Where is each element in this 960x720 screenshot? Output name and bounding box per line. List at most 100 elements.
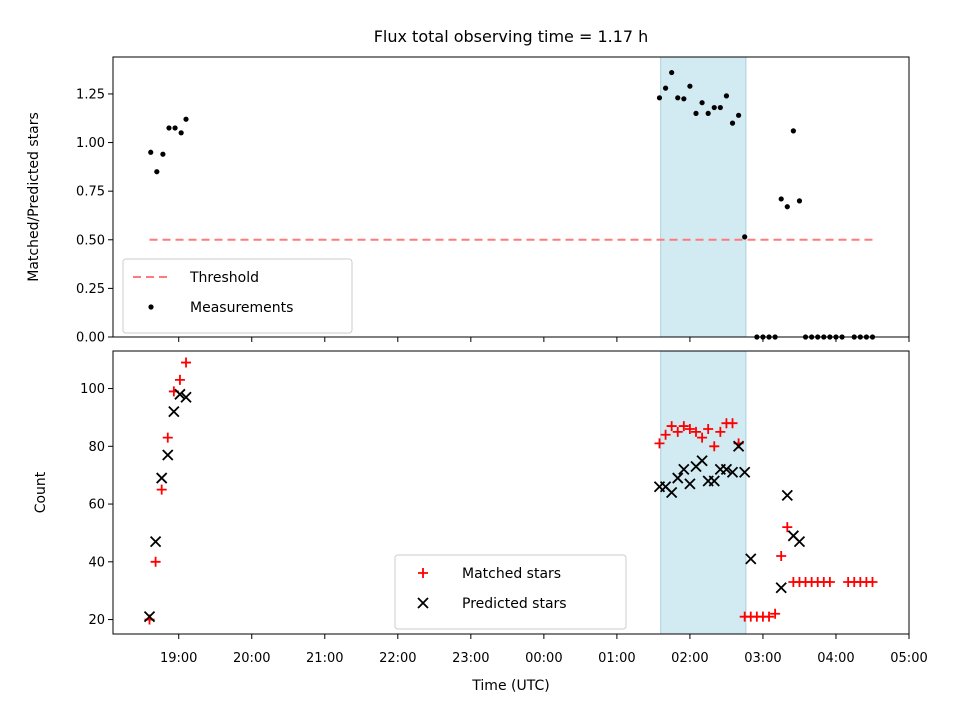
x-tick-label: 20:00 (233, 651, 270, 666)
data-point (705, 110, 711, 116)
legend: Matched stars Predicted stars (394, 554, 627, 630)
data-point (162, 449, 174, 461)
data-point (697, 432, 708, 443)
y-tick-label: 40 (88, 555, 105, 570)
shaded-interval (660, 56, 747, 338)
data-point (156, 472, 168, 484)
data-point (691, 426, 702, 437)
data-point (782, 522, 793, 533)
y-tick-label: 0.75 (76, 185, 105, 200)
legend-marker (148, 304, 154, 310)
data-point (717, 104, 723, 111)
data-point (148, 149, 154, 155)
data-point (824, 577, 835, 588)
x-tick-label: 00:00 (525, 651, 562, 666)
legend-label: Predicted stars (462, 596, 567, 612)
data-point (796, 198, 803, 204)
x-tick-label: 22:00 (379, 651, 416, 666)
y-axis-label: Count (33, 471, 49, 513)
data-point (666, 421, 677, 432)
y-tick-label: 60 (88, 498, 105, 513)
series-predicted-stars (143, 388, 806, 623)
x-tick-label: 21:00 (306, 651, 343, 666)
data-point (739, 466, 751, 478)
data-point (162, 432, 173, 443)
data-point (732, 440, 745, 452)
data-point (745, 553, 757, 565)
data-point (726, 466, 739, 478)
data-point (672, 426, 683, 437)
data-point (180, 391, 192, 403)
data-point (150, 556, 161, 567)
data-point (672, 472, 684, 484)
data-point (166, 125, 172, 131)
data-point (669, 69, 675, 76)
data-point (764, 611, 775, 622)
plot-frame (112, 56, 910, 338)
legend-box (122, 258, 353, 334)
data-point (183, 116, 189, 122)
plot-frame (112, 350, 910, 635)
y-tick-label: 100 (80, 382, 105, 397)
data-point (172, 125, 178, 131)
data-point (160, 151, 166, 157)
data-point (696, 455, 708, 467)
x-tick-label: 19:00 (160, 651, 197, 666)
data-point (662, 85, 669, 91)
data-point (793, 535, 806, 548)
data-point (178, 130, 184, 136)
data-point (181, 357, 192, 368)
y-tick-label: 0.25 (76, 282, 105, 297)
data-point (656, 95, 663, 101)
count-panel: 20 40 60 80 100 19:00 20:00 21:00 22:00 23:00 00:0… (33, 350, 928, 666)
data-point (154, 169, 160, 175)
data-point (666, 486, 678, 499)
data-point (770, 608, 781, 619)
series-matched-stars (144, 357, 878, 625)
data-point (715, 426, 726, 437)
x-tick-label: 03:00 (744, 651, 781, 666)
data-point (678, 463, 690, 476)
x-tick-label: 01:00 (598, 651, 635, 666)
legend-marker (417, 597, 429, 609)
data-point (790, 128, 796, 134)
x-tick-label: 04:00 (817, 651, 854, 666)
data-point (775, 582, 787, 594)
legend: Threshold Measurements (122, 258, 353, 334)
legend-label: Matched stars (462, 566, 561, 582)
data-point (174, 388, 186, 400)
y-tick-label: 1.25 (76, 87, 105, 102)
x-tick-label: 23:00 (452, 651, 489, 666)
data-point (143, 611, 156, 623)
y-tick-label: 0.50 (76, 233, 105, 248)
y-tick-label: 0.00 (76, 331, 105, 346)
data-point (867, 577, 878, 588)
data-point (168, 406, 180, 418)
data-point (711, 104, 717, 111)
y-tick-label: 1.00 (76, 136, 105, 151)
data-point (778, 196, 784, 202)
data-point (720, 463, 733, 476)
y-tick-label: 80 (88, 440, 105, 455)
x-axis-label: Time (UTC) (471, 678, 549, 694)
data-point (703, 423, 714, 434)
data-point (660, 429, 671, 440)
data-point (681, 96, 687, 102)
chart-title: Flux total observing time = 1.17 h (374, 27, 649, 46)
data-point (776, 551, 787, 562)
x-tick-label: 05:00 (890, 651, 927, 666)
y-tick-label: 20 (88, 613, 105, 628)
data-point (684, 478, 696, 490)
data-point (654, 438, 665, 449)
data-point (723, 93, 730, 99)
data-point (708, 475, 720, 487)
data-point (742, 234, 748, 240)
legend-box (394, 554, 627, 630)
data-point (156, 484, 167, 495)
data-point (675, 95, 681, 101)
data-point (784, 204, 790, 210)
data-point (729, 120, 736, 126)
data-point (149, 535, 162, 548)
legend-label-threshold: Threshold (189, 270, 259, 286)
